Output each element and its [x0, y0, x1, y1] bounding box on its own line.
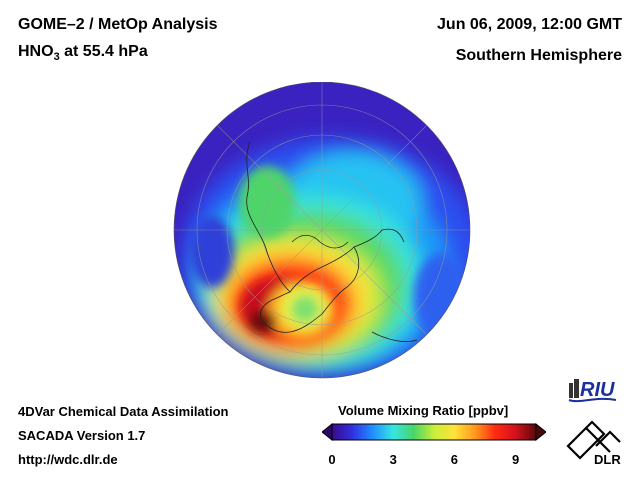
colorbar-title: Volume Mixing Ratio [ppbv]: [338, 403, 509, 418]
colorbar-max-arrow: [535, 422, 546, 442]
colorbar-tick: 6: [450, 452, 458, 467]
colorbar-gradient: [331, 423, 537, 441]
colorbar-min-arrow: [322, 422, 333, 442]
dlr-logo: DLR: [566, 420, 621, 467]
pressure-label: at 55.4 hPa: [59, 43, 148, 60]
colorbar-tick: 3: [389, 452, 397, 467]
colorbar-tick: 0: [328, 452, 336, 467]
coastlines: [231, 141, 418, 371]
polar-globe-map: [173, 82, 471, 379]
graticule: [174, 82, 470, 378]
map-subtitle: HNO3 at 55.4 hPa: [18, 43, 148, 63]
species-subscript: 3: [53, 51, 60, 64]
riu-logo-text: RIU: [580, 379, 615, 401]
colorbar-tick: 9: [511, 452, 520, 467]
dlr-logo-text: DLR: [594, 452, 621, 467]
footer-line-assimilation: 4DVar Chemical Data Assimilation: [18, 404, 229, 419]
footer-link-url[interactable]: http://wdc.dlr.de: [18, 452, 118, 467]
footer-line-version: SACADA Version 1.7: [18, 428, 146, 443]
colorbar: [322, 422, 546, 442]
map-title: GOME–2 / MetOp Analysis: [18, 16, 218, 33]
hemisphere-label: Southern Hemisphere: [455, 47, 622, 64]
concentration-field: [174, 82, 470, 378]
species-label: HNO: [18, 43, 54, 60]
riu-logo: RIU: [568, 379, 617, 403]
datetime-label: Jun 06, 2009, 12:00 GMT: [437, 16, 622, 33]
